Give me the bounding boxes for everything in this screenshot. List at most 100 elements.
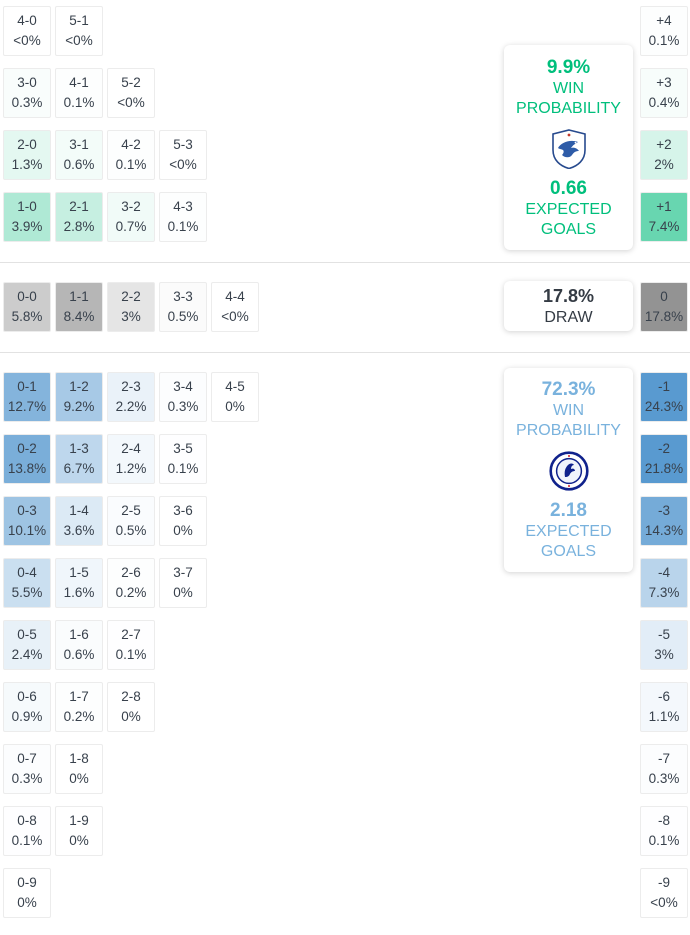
cell-score: 3-2 [121, 199, 141, 214]
cell-probability: 0.6% [63, 647, 95, 662]
draw-probability: 17.8% [542, 285, 595, 306]
score-cell: 2-5 0.5% [107, 496, 155, 546]
cell-score: 2-4 [121, 441, 141, 456]
cell-probability: 7.3% [648, 585, 680, 600]
cell-score: 1-8 [69, 751, 89, 766]
away-win-probability-label: WIN PROBABILITY [516, 402, 621, 439]
cell-probability: 0.7% [115, 219, 147, 234]
cell-score: 0-9 [17, 875, 37, 890]
cell-score: 0-2 [17, 441, 37, 456]
score-cell: 5-1 <0% [55, 6, 103, 56]
cell-score: 3-1 [69, 137, 89, 152]
cell-probability: 0.1% [11, 833, 43, 848]
cell-score: 4-0 [17, 13, 37, 28]
cell-probability: 1.1% [648, 709, 680, 724]
draw-label: DRAW [544, 308, 593, 326]
score-cell: 3-4 0.3% [159, 372, 207, 422]
cell-probability: 21.8% [644, 461, 684, 476]
cell-probability: 0.3% [648, 771, 680, 786]
cell-probability: 6.7% [63, 461, 95, 476]
cell-score: 3-6 [173, 503, 193, 518]
goal-difference-cell: -9 <0% [640, 868, 688, 918]
cell-probability: 0.1% [115, 647, 147, 662]
cell-score: 2-5 [121, 503, 141, 518]
home-win-card: 9.9% WIN PROBABILITY 0.66 EXPECTED GOALS [504, 45, 633, 250]
score-cell: 5-2 <0% [107, 68, 155, 118]
cell-score: -8 [657, 813, 670, 828]
section-divider [0, 352, 690, 353]
cell-score: -1 [657, 379, 670, 394]
goal-difference-cell: +4 0.1% [640, 6, 688, 56]
chelsea-crest-icon [548, 450, 589, 492]
goal-difference-cell: -1 24.3% [640, 372, 688, 422]
cell-probability: 0.6% [63, 157, 95, 172]
cell-probability: 2% [654, 157, 674, 172]
cell-score: 1-2 [69, 379, 89, 394]
score-cell: 4-0 <0% [3, 6, 51, 56]
cardiff-city-crest-icon [551, 128, 587, 170]
cell-probability: 24.3% [644, 399, 684, 414]
score-cell: 2-7 0.1% [107, 620, 155, 670]
score-cell: 2-4 1.2% [107, 434, 155, 484]
cell-score: 0-7 [17, 751, 37, 766]
cell-probability: 5.5% [11, 585, 43, 600]
goal-difference-cell: +2 2% [640, 130, 688, 180]
cell-probability: 0.4% [648, 95, 680, 110]
cell-score: -4 [657, 565, 670, 580]
cell-probability: 0.5% [167, 309, 199, 324]
score-cell: 3-3 0.5% [159, 282, 207, 332]
away-win-card: 72.3% WIN PROBABILITY 2.18 EXPECTED GOAL… [504, 368, 633, 572]
cell-probability: 3% [654, 647, 674, 662]
cell-score: -2 [657, 441, 670, 456]
score-cell: 3-2 0.7% [107, 192, 155, 242]
away-expected-goals-label: EXPECTED GOALS [525, 523, 612, 560]
cell-score: 4-5 [225, 379, 245, 394]
cell-score: 3-4 [173, 379, 193, 394]
cell-probability: 1.3% [11, 157, 43, 172]
cell-score: 2-7 [121, 627, 141, 642]
score-cell: 5-3 <0% [159, 130, 207, 180]
away-win-probability: 72.3% [541, 379, 596, 400]
cell-probability: 0% [173, 523, 193, 538]
cell-score: 0-5 [17, 627, 37, 642]
goal-difference-cell: -5 3% [640, 620, 688, 670]
score-cell: 1-3 6.7% [55, 434, 103, 484]
cell-score: 0-6 [17, 689, 37, 704]
cell-score: -6 [657, 689, 670, 704]
goal-difference-cell: -2 21.8% [640, 434, 688, 484]
score-cell: 4-3 0.1% [159, 192, 207, 242]
cell-score: 0 [660, 289, 668, 304]
cell-score: 1-4 [69, 503, 89, 518]
cell-score: 0-0 [17, 289, 37, 304]
cell-probability: 10.1% [7, 523, 47, 538]
cell-score: 0-8 [17, 813, 37, 828]
goal-difference-cell: -8 0.1% [640, 806, 688, 856]
cell-probability: 0% [121, 709, 141, 724]
score-cell: 1-5 1.6% [55, 558, 103, 608]
cell-score: 3-0 [17, 75, 37, 90]
cell-score: 4-1 [69, 75, 89, 90]
cell-probability: 0.1% [167, 219, 199, 234]
cell-probability: 14.3% [644, 523, 684, 538]
cell-score: +4 [656, 13, 672, 28]
score-cell: 1-4 3.6% [55, 496, 103, 546]
cell-probability: 0% [225, 399, 245, 414]
cell-probability: 7.4% [648, 219, 680, 234]
goal-difference-cell: -3 14.3% [640, 496, 688, 546]
score-cell: 0-9 0% [3, 868, 51, 918]
cell-probability: 0.2% [115, 585, 147, 600]
score-cell: 1-9 0% [55, 806, 103, 856]
cell-probability: 9.2% [63, 399, 95, 414]
score-cell: 0-7 0.3% [3, 744, 51, 794]
cell-score: 4-4 [225, 289, 245, 304]
cell-probability: <0% [117, 95, 145, 110]
cell-score: -9 [657, 875, 670, 890]
score-cell: 2-3 2.2% [107, 372, 155, 422]
cell-probability: <0% [169, 157, 197, 172]
score-cell: 0-6 0.9% [3, 682, 51, 732]
cell-score: 1-5 [69, 565, 89, 580]
home-expected-goals-label: EXPECTED GOALS [525, 200, 612, 238]
cell-probability: <0% [65, 33, 93, 48]
cell-probability: 0.1% [115, 157, 147, 172]
score-cell: 3-5 0.1% [159, 434, 207, 484]
